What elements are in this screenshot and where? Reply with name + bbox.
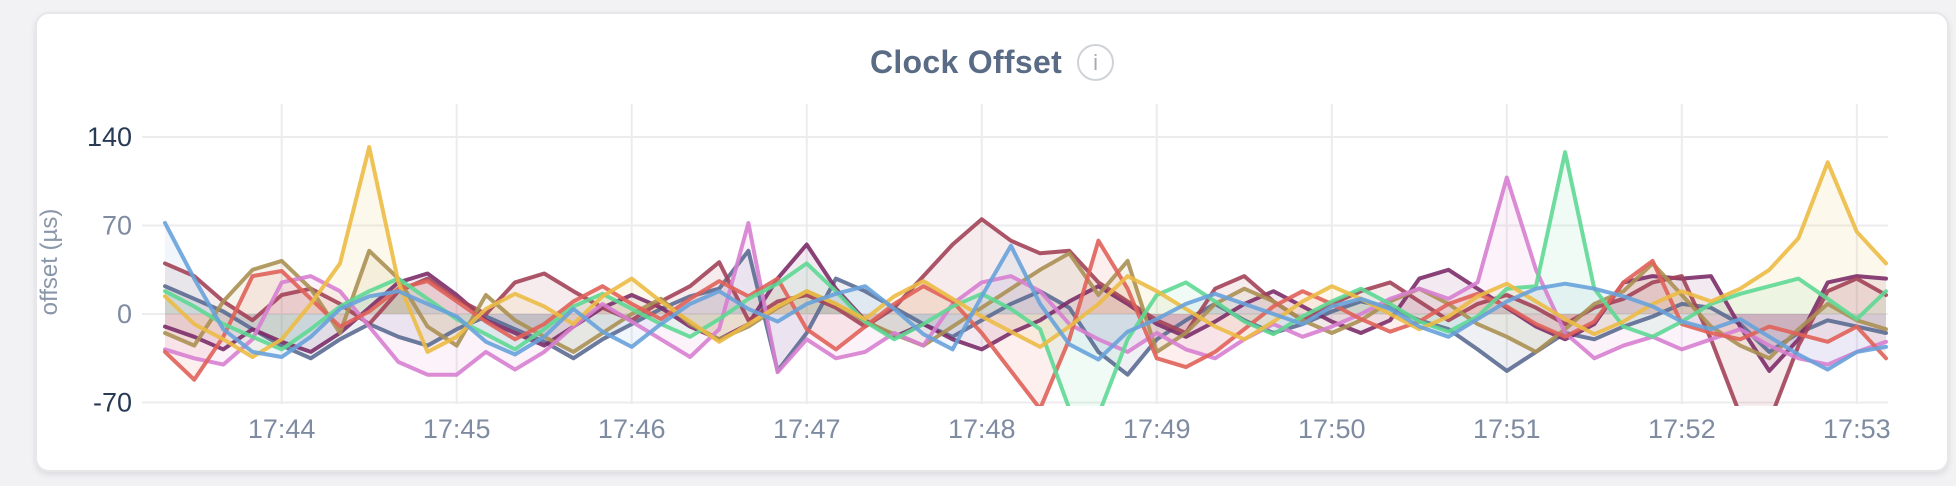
chart-card: Clock Offset i (35, 12, 1949, 472)
chart-title: Clock Offset (869, 44, 1063, 80)
chart-header: Clock Offset i (37, 44, 1947, 81)
info-circle-icon[interactable]: i (1077, 44, 1115, 81)
